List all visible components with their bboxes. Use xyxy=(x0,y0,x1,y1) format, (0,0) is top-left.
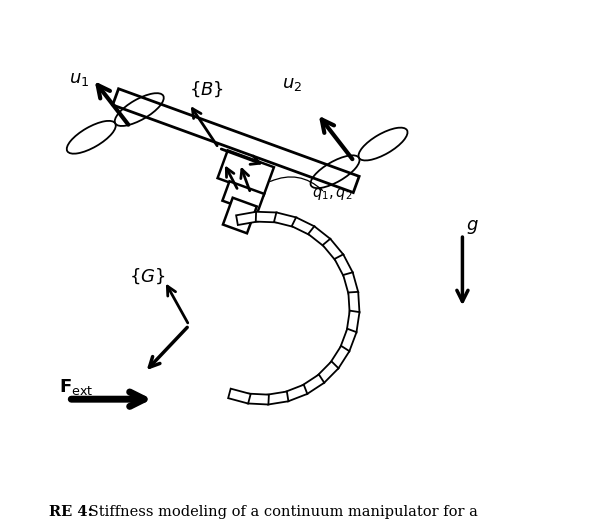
Polygon shape xyxy=(222,181,264,213)
Polygon shape xyxy=(323,239,343,261)
Polygon shape xyxy=(340,329,356,352)
Polygon shape xyxy=(301,374,324,394)
Text: $q_1, q_2$: $q_1, q_2$ xyxy=(312,186,353,202)
Polygon shape xyxy=(308,226,330,247)
Text: $\mathbf{F}_{\mathrm{ext}}$: $\mathbf{F}_{\mathrm{ext}}$ xyxy=(58,377,93,397)
Polygon shape xyxy=(223,198,257,233)
Polygon shape xyxy=(267,392,289,405)
Polygon shape xyxy=(236,212,258,225)
Polygon shape xyxy=(228,388,251,404)
Polygon shape xyxy=(343,272,358,295)
Polygon shape xyxy=(248,394,269,405)
Polygon shape xyxy=(347,310,359,333)
Text: RE 4:: RE 4: xyxy=(49,505,93,519)
Polygon shape xyxy=(284,385,307,401)
Text: $g$: $g$ xyxy=(466,218,478,236)
Polygon shape xyxy=(218,150,274,195)
Text: $u_2$: $u_2$ xyxy=(283,75,303,93)
Text: $u_1$: $u_1$ xyxy=(69,70,90,88)
Text: $\{B\}$: $\{B\}$ xyxy=(189,79,224,99)
Polygon shape xyxy=(274,213,296,227)
Polygon shape xyxy=(291,217,314,236)
Text: $\{G\}$: $\{G\}$ xyxy=(129,266,166,286)
Polygon shape xyxy=(335,254,353,277)
Polygon shape xyxy=(317,361,339,383)
Text: Stiffness modeling of a continuum manipulator for a: Stiffness modeling of a continuum manipu… xyxy=(84,505,478,519)
Polygon shape xyxy=(348,292,359,313)
Polygon shape xyxy=(330,346,349,369)
Polygon shape xyxy=(255,212,277,223)
Polygon shape xyxy=(113,89,359,192)
